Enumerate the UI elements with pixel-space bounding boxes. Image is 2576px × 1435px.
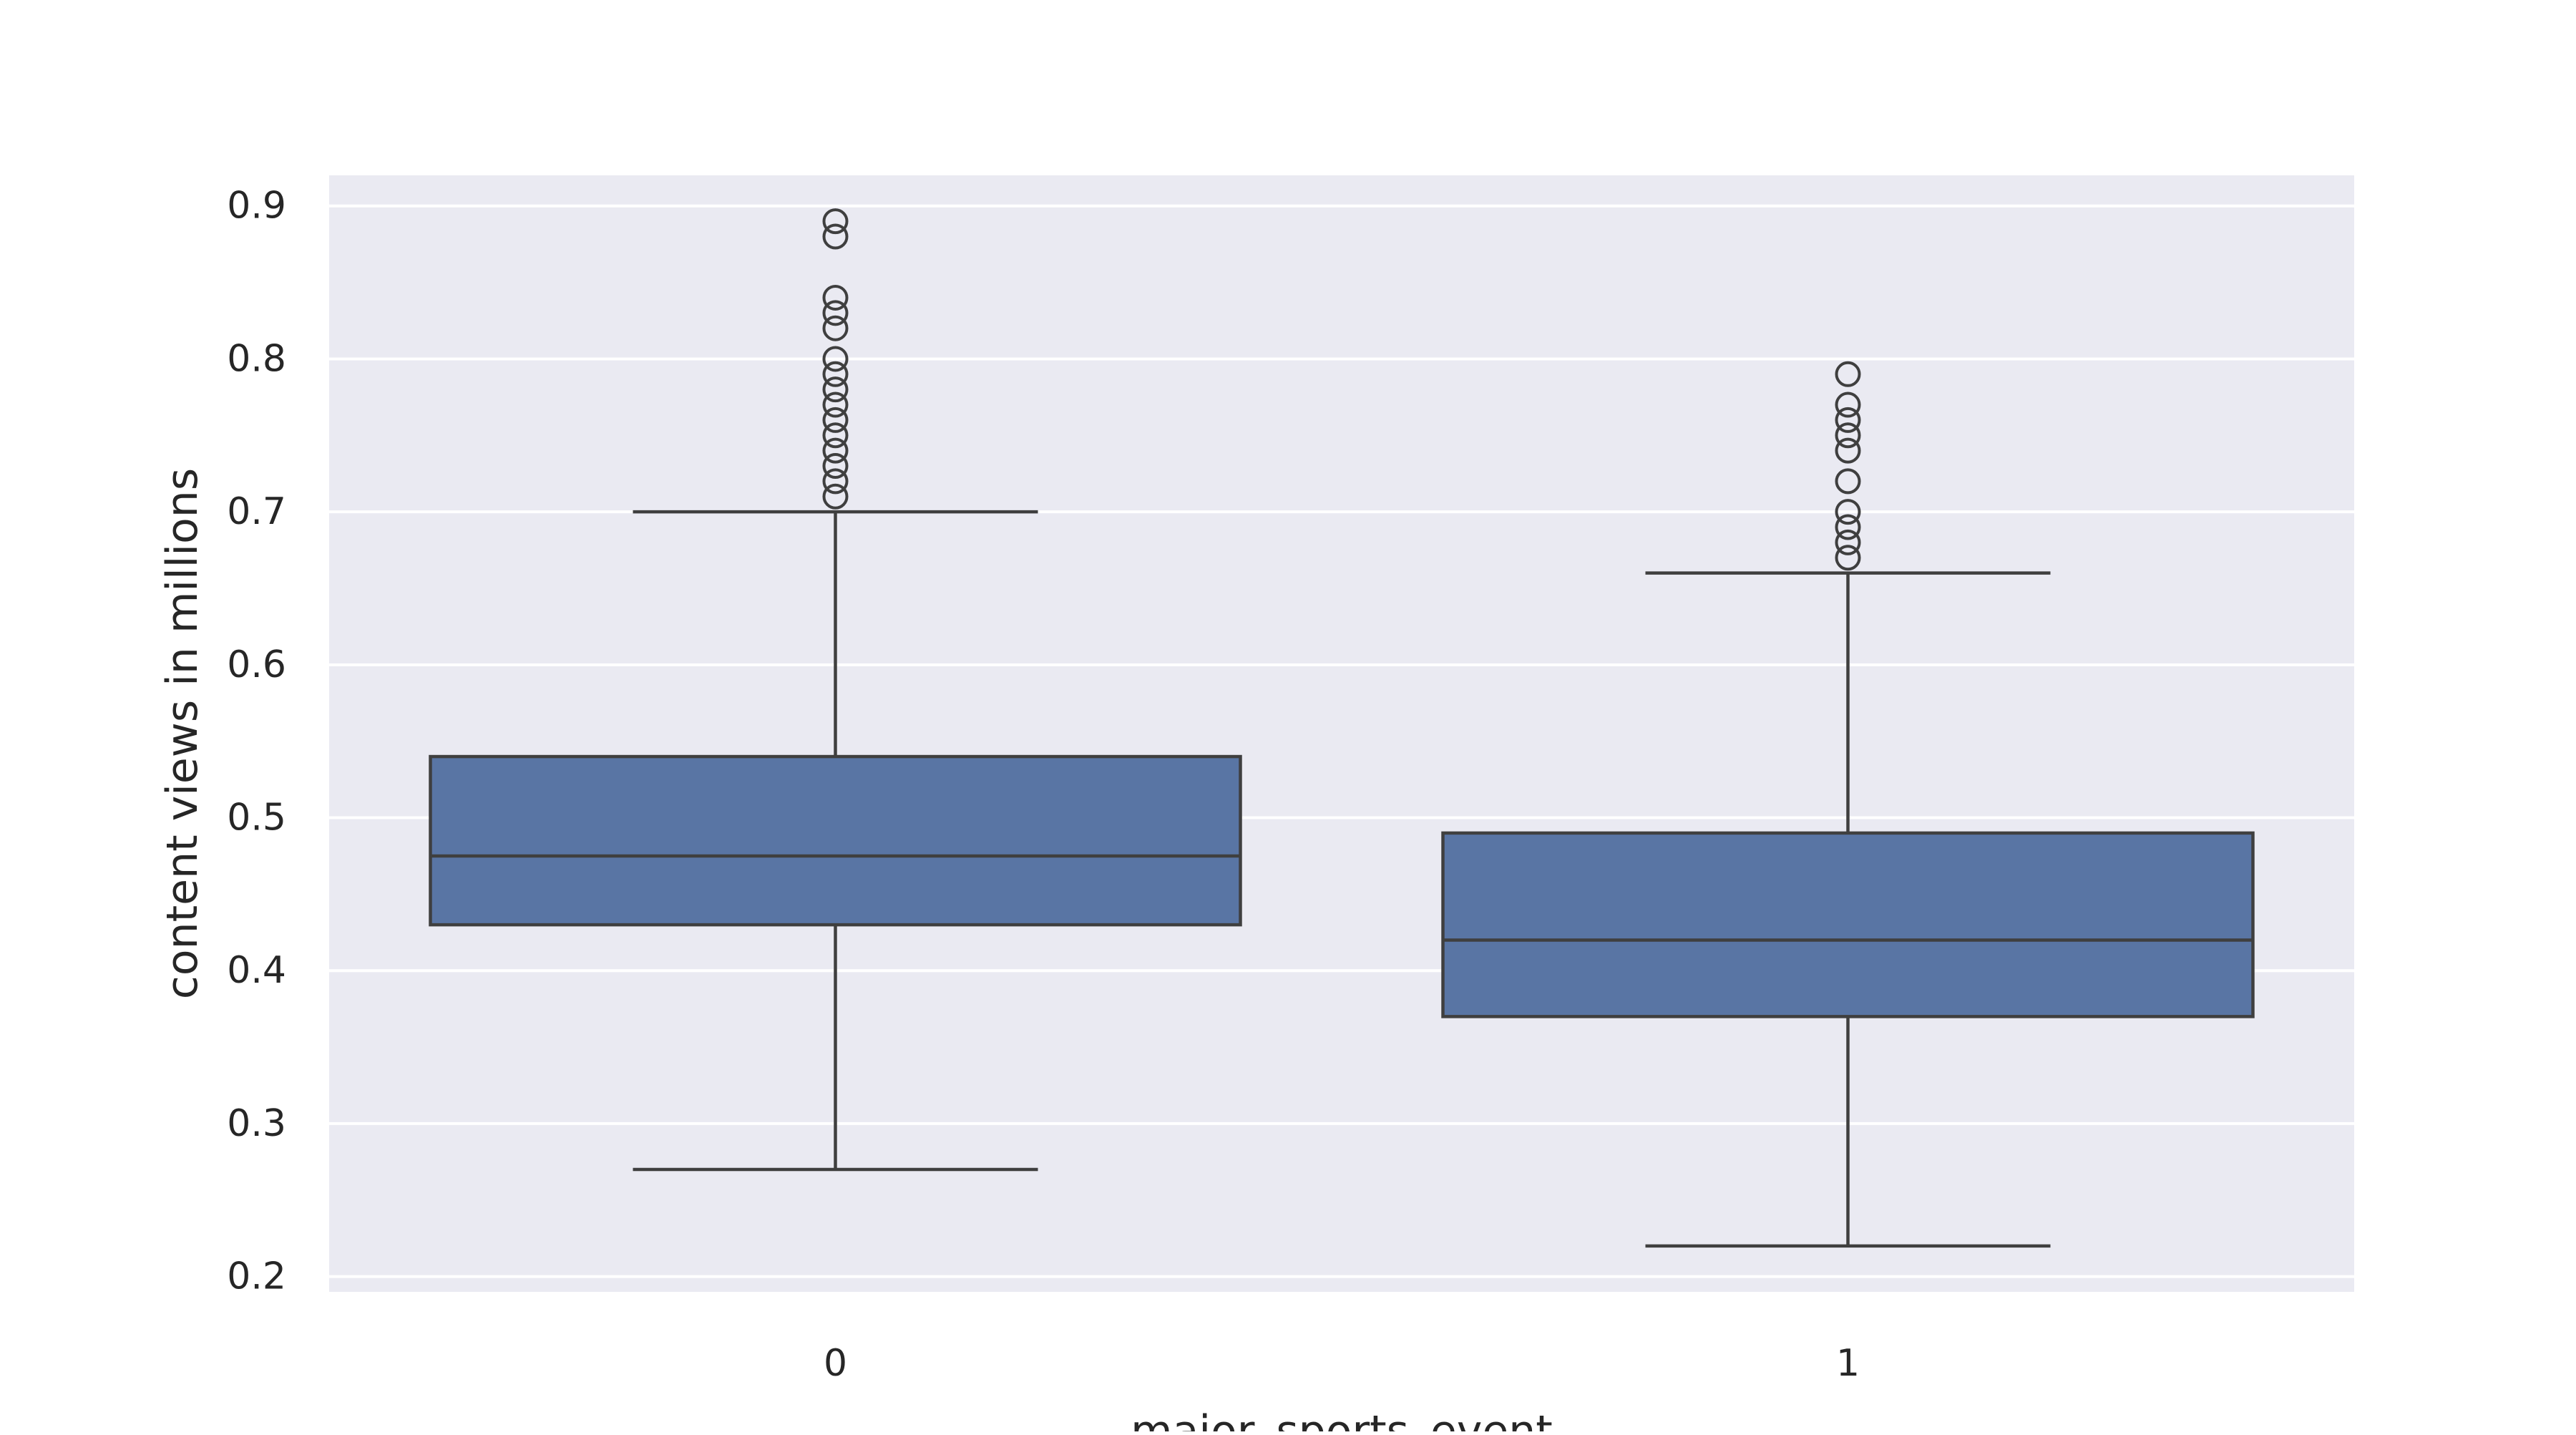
y-tick-label: 0.5 — [227, 797, 286, 840]
outlier-point — [822, 346, 849, 372]
iqr-box — [429, 754, 1242, 927]
box-group-0 — [429, 208, 1242, 1172]
outlier-point — [822, 437, 849, 464]
outlier-point — [822, 453, 849, 480]
outlier-point — [1835, 437, 1861, 464]
outlier-point — [822, 300, 849, 326]
outlier-point — [1835, 514, 1861, 540]
box-group-1 — [1441, 361, 2255, 1248]
outlier-point — [1835, 422, 1861, 449]
outlier-point — [1835, 407, 1861, 433]
y-tick-label: 0.3 — [227, 1102, 286, 1145]
outlier-point — [1835, 529, 1861, 555]
iqr-box — [1441, 831, 2255, 1018]
outlier-point — [822, 422, 849, 449]
outlier-point — [1835, 361, 1861, 387]
outlier-point — [822, 315, 849, 341]
tick-labels: 0.2 0.3 0.4 0.5 0.6 0.7 0.8 0.9 0 1 — [227, 185, 1860, 1385]
y-tick-label: 0.4 — [227, 949, 286, 992]
outlier-point — [822, 376, 849, 403]
outlier-point — [822, 391, 849, 418]
y-tick-label: 0.6 — [227, 643, 286, 686]
outlier-point — [822, 223, 849, 250]
outlier-point — [1835, 391, 1861, 418]
y-tick-label: 0.7 — [227, 490, 286, 533]
x-tick-label: 1 — [1836, 1342, 1860, 1385]
y-axis-label: content views in millions — [157, 468, 208, 999]
y-tick-label: 0.2 — [227, 1255, 286, 1298]
y-tick-label: 0.9 — [227, 185, 286, 228]
x-axis-label: major_sports_event — [1131, 1406, 1553, 1431]
x-tick-label: 0 — [824, 1342, 847, 1385]
outlier-point — [822, 468, 849, 495]
outlier-point — [822, 483, 849, 510]
outlier-point — [822, 208, 849, 235]
y-tick-label: 0.8 — [227, 337, 286, 380]
boxes — [429, 208, 2255, 1248]
plot-area — [329, 175, 2354, 1292]
outlier-point — [1835, 545, 1861, 571]
outlier-point — [822, 407, 849, 433]
outlier-point — [1835, 468, 1861, 495]
outlier-point — [822, 361, 849, 387]
outlier-point — [822, 284, 849, 311]
outlier-point — [1835, 499, 1861, 525]
